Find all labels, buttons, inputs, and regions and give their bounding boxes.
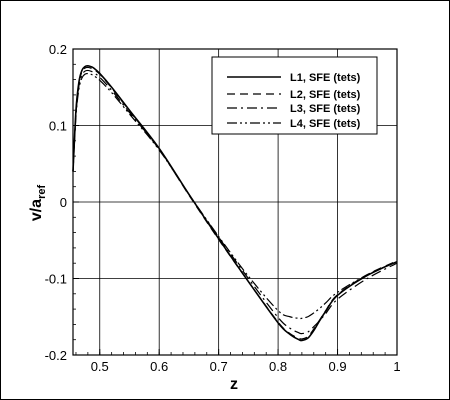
x-tick-label: 0.9: [329, 359, 347, 374]
legend-box: [211, 56, 378, 135]
legend-label-l3: L3, SFE (tets): [290, 103, 361, 115]
y-tick-label: 0.2: [49, 42, 67, 57]
y-axis-title-main: v/a: [28, 199, 45, 221]
series-line-l2: [72, 66, 398, 340]
x-tick-label: 1: [393, 359, 400, 374]
series-line-l3: [72, 69, 398, 335]
y-axis-title-subscript: ref: [36, 185, 48, 199]
legend-label-l4: L4, SFE (tets): [290, 118, 361, 130]
y-tick-label: -0.1: [45, 272, 67, 287]
y-tick-label: 0: [60, 195, 67, 210]
series-lines: [72, 65, 398, 342]
axis-ticks: 0.5 0.6 0.7 0.8 0.9 1 0.2 0.1 0 -0.1 -0.2: [45, 42, 401, 374]
legend-label-l1: L1, SFE (tets): [290, 72, 361, 84]
legend-label-l2: L2, SFE (tets): [290, 89, 361, 101]
series-line-l4: [72, 72, 398, 320]
x-tick-label: 0.6: [150, 359, 168, 374]
x-tick-label: 0.5: [91, 359, 109, 374]
x-axis-title: z: [230, 376, 238, 393]
y-tick-label: 0.1: [49, 119, 67, 134]
y-axis-title: v/aref: [28, 185, 48, 222]
x-tick-label: 0.7: [210, 359, 228, 374]
x-tick-label: 0.8: [269, 359, 287, 374]
legend: L1, SFE (tets) L2, SFE (tets) L3, SFE (t…: [211, 56, 378, 135]
y-tick-label: -0.2: [45, 348, 67, 363]
